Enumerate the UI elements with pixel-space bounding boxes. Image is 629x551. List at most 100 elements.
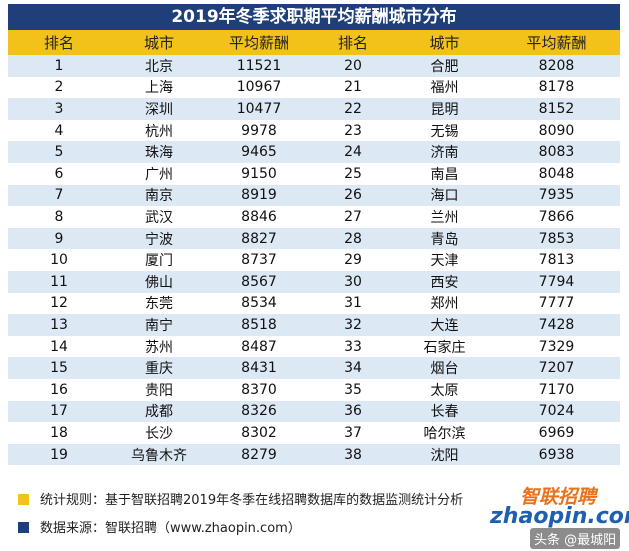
watermark: 头条 @最城阳 <box>530 528 621 549</box>
table-cell: 14 <box>8 335 110 358</box>
table-cell: 8 <box>8 206 110 228</box>
table-cell: 无锡 <box>396 119 493 142</box>
table-cell: 青岛 <box>396 227 493 250</box>
table-cell: 7813 <box>493 249 620 271</box>
table-cell: 5 <box>8 141 110 163</box>
table-cell: 12 <box>8 292 110 315</box>
table-cell: 6 <box>8 163 110 185</box>
table-cell: 7 <box>8 184 110 207</box>
table-cell: 10477 <box>208 98 310 120</box>
table-cell: 上海 <box>110 76 208 99</box>
table-cell: 26 <box>310 184 396 207</box>
table-cell: 8431 <box>208 357 310 379</box>
table-cell: 2 <box>8 76 110 99</box>
title: 2019年冬季求职期平均薪酬城市分布 <box>8 4 620 30</box>
table-cell: 合肥 <box>396 55 493 77</box>
table-cell: 南昌 <box>396 163 493 185</box>
table-cell: 8302 <box>208 422 310 444</box>
table-cell: 佛山 <box>110 271 208 293</box>
logo-name: 智联招聘 <box>520 486 597 508</box>
table-cell: 35 <box>310 379 396 401</box>
table-cell: 9465 <box>208 141 310 163</box>
table-cell: 30 <box>310 271 396 293</box>
table-cell: 24 <box>310 141 396 163</box>
table-cell: 7794 <box>493 271 620 293</box>
table-cell: 乌鲁木齐 <box>110 443 208 466</box>
table-cell: 20 <box>310 55 396 77</box>
table-cell: 3 <box>8 98 110 120</box>
table-cell: 济南 <box>396 141 493 163</box>
table-cell: 8737 <box>208 249 310 271</box>
table-cell: 8827 <box>208 227 310 250</box>
table-cell: 武汉 <box>110 206 208 228</box>
table-cell: 34 <box>310 357 396 379</box>
table-cell: 19 <box>8 443 110 466</box>
column-header: 城市 <box>110 30 208 55</box>
column-header: 城市 <box>396 30 493 55</box>
table-cell: 烟台 <box>396 357 493 379</box>
table-cell: 深圳 <box>110 98 208 120</box>
table-cell: 4 <box>8 119 110 142</box>
table-cell: 8152 <box>493 98 620 120</box>
table-cell: 太原 <box>396 379 493 401</box>
column-header: 平均薪酬 <box>208 30 310 55</box>
table-cell: 大连 <box>396 314 493 336</box>
table-cell: 6969 <box>493 422 620 444</box>
note: 数据来源：智联招聘（www.zhaopin.com） <box>40 521 301 536</box>
table-cell: 37 <box>310 422 396 444</box>
table-cell: 成都 <box>110 400 208 423</box>
table-cell: 杭州 <box>110 119 208 142</box>
table-cell: 16 <box>8 379 110 401</box>
table-cell: 7329 <box>493 335 620 358</box>
table-cell: 10 <box>8 249 110 271</box>
table-cell: 8048 <box>493 163 620 185</box>
table-cell: 8090 <box>493 119 620 142</box>
table-cell: 石家庄 <box>396 335 493 358</box>
table-cell: 8370 <box>208 379 310 401</box>
table-cell: 36 <box>310 400 396 423</box>
table-cell: 8279 <box>208 443 310 466</box>
table-cell: 21 <box>310 76 396 99</box>
table-cell: 28 <box>310 227 396 250</box>
table-cell: 西安 <box>396 271 493 293</box>
note: 统计规则：基于智联招聘2019年冬季在线招聘数据库的数据监测统计分析 <box>40 493 464 508</box>
table-cell: 8567 <box>208 271 310 293</box>
column-header: 平均薪酬 <box>493 30 620 55</box>
column-header: 排名 <box>8 30 110 55</box>
table-cell: 8487 <box>208 335 310 358</box>
table-cell: 福州 <box>396 76 493 99</box>
bullet <box>18 494 29 505</box>
table-cell: 8534 <box>208 292 310 315</box>
table-cell: 天津 <box>396 249 493 271</box>
table-cell: 23 <box>310 119 396 142</box>
table-cell: 昆明 <box>396 98 493 120</box>
table-cell: 8178 <box>493 76 620 99</box>
table-cell: 8518 <box>208 314 310 336</box>
table-cell: 13 <box>8 314 110 336</box>
table-cell: 珠海 <box>110 141 208 163</box>
table-cell: 11 <box>8 271 110 293</box>
table-cell: 7935 <box>493 184 620 207</box>
column-header: 排名 <box>310 30 396 55</box>
table-cell: 广州 <box>110 163 208 185</box>
table-cell: 29 <box>310 249 396 271</box>
table-cell: 7866 <box>493 206 620 228</box>
table-cell: 哈尔滨 <box>396 422 493 444</box>
table-cell: 33 <box>310 335 396 358</box>
table-cell: 38 <box>310 443 396 466</box>
table-cell: 8846 <box>208 206 310 228</box>
table-cell: 10967 <box>208 76 310 99</box>
table-cell: 9 <box>8 227 110 250</box>
table-cell: 沈阳 <box>396 443 493 466</box>
table-cell: 7428 <box>493 314 620 336</box>
table-cell: 重庆 <box>110 357 208 379</box>
table-cell: 北京 <box>110 55 208 77</box>
table-cell: 南京 <box>110 184 208 207</box>
table-cell: 海口 <box>396 184 493 207</box>
table-cell: 7024 <box>493 400 620 423</box>
table-cell: 东莞 <box>110 292 208 315</box>
table-cell: 9150 <box>208 163 310 185</box>
bullet <box>18 522 29 533</box>
table-cell: 贵阳 <box>110 379 208 401</box>
